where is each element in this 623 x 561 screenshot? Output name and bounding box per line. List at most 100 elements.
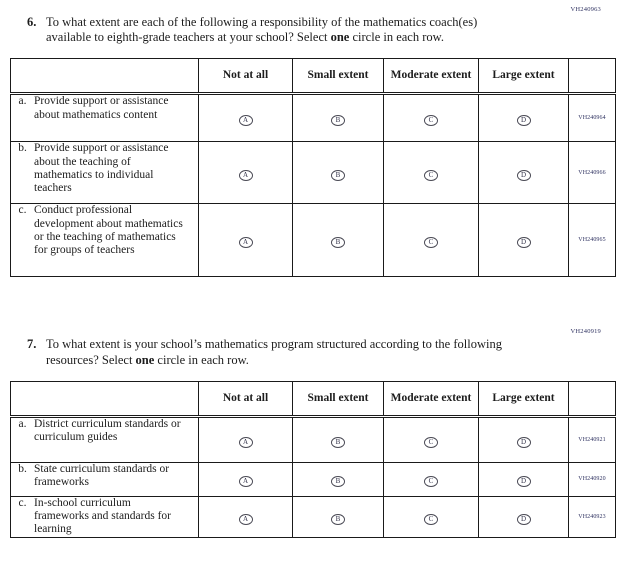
answer-circle-d[interactable]: D: [516, 237, 531, 249]
answer-circle-a[interactable]: A: [238, 115, 253, 127]
answer-circle-c[interactable]: C: [424, 476, 438, 488]
row-stem-cell: b. Provide support or assistance about t…: [10, 141, 199, 205]
question-text: To what extent are each of the following…: [46, 15, 516, 45]
answer-circle-b[interactable]: B: [331, 513, 345, 525]
option-cell-moderate-extent: C: [383, 461, 479, 497]
row-stem-cell: c. Conduct professional development abou…: [10, 203, 199, 278]
answer-circle-b[interactable]: B: [331, 115, 345, 127]
table-row: a. Provide support or assistance about m…: [10, 93, 616, 143]
option-cell-moderate-extent: C: [383, 93, 479, 143]
column-header-not-at-all: Not at all: [198, 58, 293, 96]
answer-circle-b[interactable]: B: [331, 476, 345, 488]
column-header-not-at-all: Not at all: [198, 380, 293, 418]
row-code: VH240965: [568, 203, 616, 278]
option-cell-not-at-all: A: [198, 203, 293, 278]
option-cell-small-extent: B: [292, 495, 384, 538]
row-code: VH240921: [568, 415, 616, 463]
column-header-moderate-extent: Moderate extent: [383, 380, 479, 418]
option-cell-large-extent: D: [478, 93, 569, 143]
option-cell-not-at-all: A: [198, 461, 293, 497]
option-cell-small-extent: B: [292, 203, 384, 278]
table-row: c. In-school curriculum frameworks and s…: [10, 495, 616, 538]
option-cell-large-extent: D: [478, 203, 569, 278]
table-row: b. Provide support or assistance about t…: [10, 141, 616, 205]
answer-circle-d[interactable]: D: [516, 169, 531, 181]
question-6-table: Not at all Small extent Moderate extent …: [10, 58, 616, 278]
question-text-part1: To what extent is your school’s mathemat…: [46, 337, 502, 367]
answer-circle-b[interactable]: B: [331, 169, 345, 181]
option-cell-moderate-extent: C: [383, 203, 479, 278]
question-number: 7.: [27, 337, 37, 352]
answer-circle-c[interactable]: C: [424, 513, 438, 525]
header-empty: [10, 380, 199, 418]
row-label: State curriculum standards or frameworks: [34, 462, 170, 489]
row-code: VH240923: [568, 495, 616, 538]
answer-circle-c[interactable]: C: [424, 169, 438, 181]
answer-circle-c[interactable]: C: [424, 115, 438, 127]
row-code: VH240966: [568, 141, 616, 205]
table-row: c. Conduct professional development abou…: [10, 203, 616, 278]
option-cell-not-at-all: A: [198, 415, 293, 463]
option-cell-not-at-all: A: [198, 495, 293, 538]
header-row: Not at all Small extent Moderate extent …: [10, 58, 616, 96]
question-7-code: VH240919: [570, 328, 601, 336]
question-6-code: VH240963: [570, 6, 601, 13]
question-text-part1: To what extent are each of the following…: [46, 15, 478, 45]
question-6-section: VH240963 6. To what extent are each of t…: [0, 5, 623, 278]
row-letter: b.: [18, 142, 27, 155]
question-text-bold: one: [135, 352, 155, 367]
answer-circle-a[interactable]: A: [238, 436, 253, 448]
row-label: Provide support or assistance about the …: [34, 142, 169, 195]
row-label: Conduct professional development about m…: [34, 204, 183, 257]
question-6-head: 6. To what extent are each of the follow…: [0, 15, 623, 45]
question-text-part2: circle in each row.: [349, 30, 444, 45]
row-stem-cell: c. In-school curriculum frameworks and s…: [10, 495, 199, 538]
row-label: District curriculum standards or curricu…: [34, 417, 181, 444]
header-row: Not at all Small extent Moderate extent …: [10, 380, 616, 418]
answer-circle-d[interactable]: D: [516, 115, 531, 127]
answer-circle-a[interactable]: A: [238, 169, 253, 181]
answer-circle-a[interactable]: A: [238, 476, 253, 488]
option-cell-small-extent: B: [292, 461, 384, 497]
option-cell-small-extent: B: [292, 415, 384, 463]
header-code-empty: [568, 380, 616, 418]
question-text-bold: one: [330, 30, 350, 45]
question-text: To what extent is your school’s mathemat…: [46, 337, 516, 367]
row-letter: c.: [18, 204, 27, 217]
answer-circle-b[interactable]: B: [331, 237, 345, 249]
answer-circle-b[interactable]: B: [331, 436, 345, 448]
answer-circle-d[interactable]: D: [516, 513, 531, 525]
column-header-small-extent: Small extent: [292, 58, 384, 96]
answer-circle-d[interactable]: D: [516, 436, 531, 448]
questionnaire-page: VH240963 6. To what extent are each of t…: [0, 5, 623, 538]
row-letter: c.: [18, 496, 27, 509]
header-code-empty: [568, 58, 616, 96]
table-row: b. State curriculum standards or framewo…: [10, 461, 616, 497]
option-cell-not-at-all: A: [198, 141, 293, 205]
question-text-part2: circle in each row.: [154, 352, 249, 367]
row-letter: a.: [18, 417, 27, 430]
row-label: Provide support or assistance about math…: [34, 95, 169, 121]
option-cell-moderate-extent: C: [383, 141, 479, 205]
answer-circle-d[interactable]: D: [516, 476, 531, 488]
answer-circle-a[interactable]: A: [238, 513, 253, 525]
row-letter: a.: [18, 95, 27, 108]
answer-circle-c[interactable]: C: [424, 436, 438, 448]
option-cell-moderate-extent: C: [383, 415, 479, 463]
header-empty: [10, 58, 199, 96]
question-number: 6.: [27, 15, 37, 29]
column-header-large-extent: Large extent: [478, 380, 569, 418]
row-stem-cell: a. District curriculum standards or curr…: [10, 415, 199, 463]
answer-circle-a[interactable]: A: [238, 237, 253, 249]
question-7-head: 7. To what extent is your school’s mathe…: [0, 337, 623, 367]
column-header-moderate-extent: Moderate extent: [383, 58, 479, 96]
column-header-small-extent: Small extent: [292, 380, 384, 418]
option-cell-small-extent: B: [292, 93, 384, 143]
row-label: In-school curriculum frameworks and stan…: [34, 496, 171, 536]
option-cell-large-extent: D: [478, 141, 569, 205]
question-7-section: VH240919 7. To what extent is your schoo…: [0, 327, 623, 538]
row-stem-cell: a. Provide support or assistance about m…: [10, 93, 199, 143]
row-code: VH240964: [568, 93, 616, 143]
question-7-table: Not at all Small extent Moderate extent …: [10, 380, 616, 538]
answer-circle-c[interactable]: C: [424, 237, 438, 249]
